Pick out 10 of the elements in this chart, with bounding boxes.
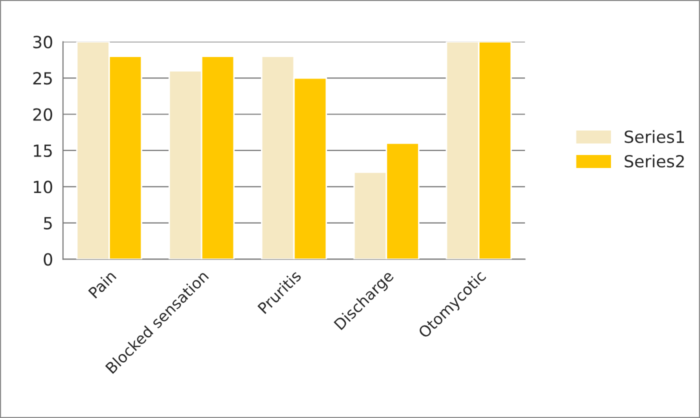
- y-tick-label: 0: [44, 253, 52, 266]
- y-tick-label: 30: [33, 36, 52, 48]
- y-tick-label: 15: [34, 144, 52, 158]
- legend-label: Series2: [624, 154, 684, 168]
- y-tick-label: 10: [34, 180, 52, 194]
- legend-label: Series1: [624, 130, 684, 144]
- y-tick-label: 25: [33, 72, 52, 85]
- y-tick-label: 5: [44, 217, 52, 230]
- x-tick-label: Pain: [88, 270, 117, 299]
- y-tick-label: 20: [33, 108, 52, 121]
